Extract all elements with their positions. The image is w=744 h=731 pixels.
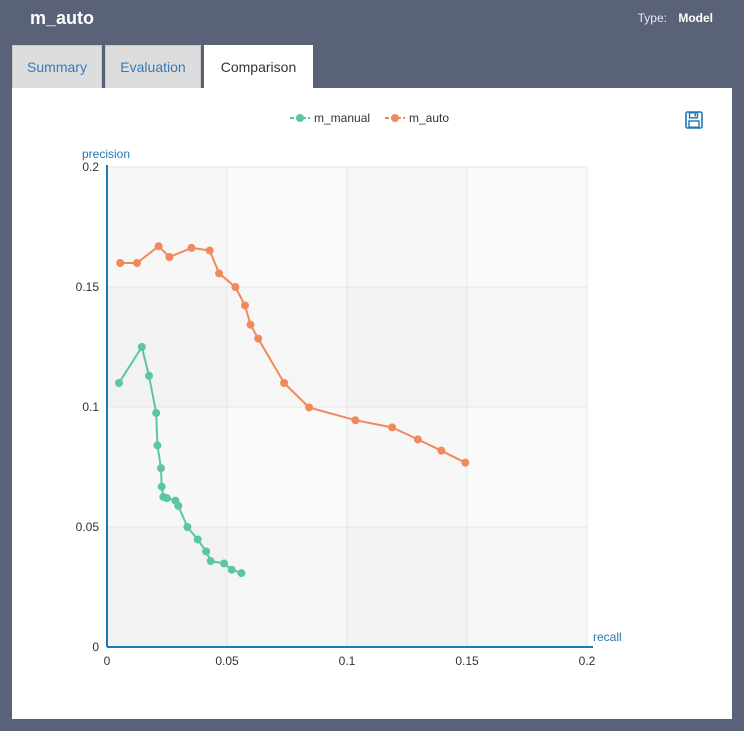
y-tick-label: 0.15: [76, 280, 100, 294]
data-point-m_manual: [115, 379, 123, 387]
floppy-disk-save-icon: [685, 111, 703, 129]
y-tick-label: 0.1: [82, 400, 99, 414]
data-point-m_manual: [163, 494, 171, 503]
legend-label-m_auto[interactable]: m_auto: [409, 111, 449, 125]
data-point-m_manual: [153, 441, 162, 450]
data-point-m_manual: [145, 371, 153, 380]
data-point-m_auto: [305, 403, 314, 412]
data-point-m_auto: [280, 379, 289, 387]
data-point-m_manual: [157, 464, 165, 473]
data-point-m_auto: [187, 243, 196, 252]
data-point-m_auto: [133, 259, 141, 267]
data-point-m_manual: [206, 557, 215, 566]
comparison-panel: 0 0.05 0.1 0.15 0.2 0 0.05 0.1 0.15 0.2 recall prec…: [12, 88, 732, 719]
legend-label-m_manual[interactable]: m_manual: [314, 111, 370, 125]
legend-marker[interactable]: [296, 114, 304, 122]
type-value: Model: [678, 11, 713, 25]
x-tick-label: 0.1: [339, 654, 356, 668]
data-point-m_manual: [157, 482, 166, 491]
data-point-m_auto: [413, 435, 422, 444]
data-point-m_manual: [137, 343, 146, 351]
data-point-m_auto: [154, 242, 163, 251]
save-chart-button[interactable]: [684, 110, 704, 130]
data-point-m_auto: [254, 334, 263, 343]
tab-evaluation[interactable]: Evaluation: [105, 45, 201, 88]
data-point-m_manual: [237, 569, 246, 578]
data-point-m_manual: [220, 559, 229, 568]
data-point-m_manual: [193, 535, 202, 544]
type-label: Type:: [637, 11, 667, 25]
data-point-m_auto: [205, 246, 214, 255]
data-point-m_auto: [116, 259, 125, 267]
y-axis-label: precision: [82, 147, 130, 161]
data-point-m_auto: [461, 458, 470, 467]
data-point-m_manual: [183, 523, 192, 531]
data-point-m_auto: [241, 301, 249, 310]
precision-recall-chart: 0 0.05 0.1 0.15 0.2 0 0.05 0.1 0.15 0.2 recall prec…: [76, 111, 622, 668]
data-point-m_manual: [202, 547, 211, 556]
model-type: Type: Model: [638, 11, 713, 25]
page-title: m_auto: [30, 8, 95, 28]
data-point-m_auto: [351, 416, 360, 425]
page-header: m_auto Type: Model: [0, 0, 744, 44]
data-point-m_auto: [388, 423, 397, 432]
x-tick-label: 0.15: [455, 654, 479, 668]
y-tick-label: 0: [92, 640, 99, 654]
data-point-m_auto: [165, 253, 174, 261]
x-tick-label: 0.05: [215, 654, 239, 668]
data-point-m_auto: [215, 269, 224, 278]
tab-comparison[interactable]: Comparison: [204, 45, 313, 88]
legend-marker[interactable]: [391, 114, 399, 122]
y-tick-label: 0.05: [76, 520, 100, 534]
tab-summary[interactable]: Summary: [12, 45, 102, 88]
data-point-m_auto: [231, 283, 240, 291]
x-tick-label: 0: [104, 654, 111, 668]
data-point-m_manual: [227, 565, 236, 574]
y-tick-label: 0.2: [82, 160, 99, 174]
data-point-m_auto: [246, 320, 255, 329]
data-point-m_auto: [437, 446, 446, 455]
x-tick-label: 0.2: [579, 654, 596, 668]
x-axis-label: recall: [593, 630, 622, 644]
data-point-m_manual: [152, 409, 161, 417]
data-point-m_manual: [174, 501, 183, 510]
